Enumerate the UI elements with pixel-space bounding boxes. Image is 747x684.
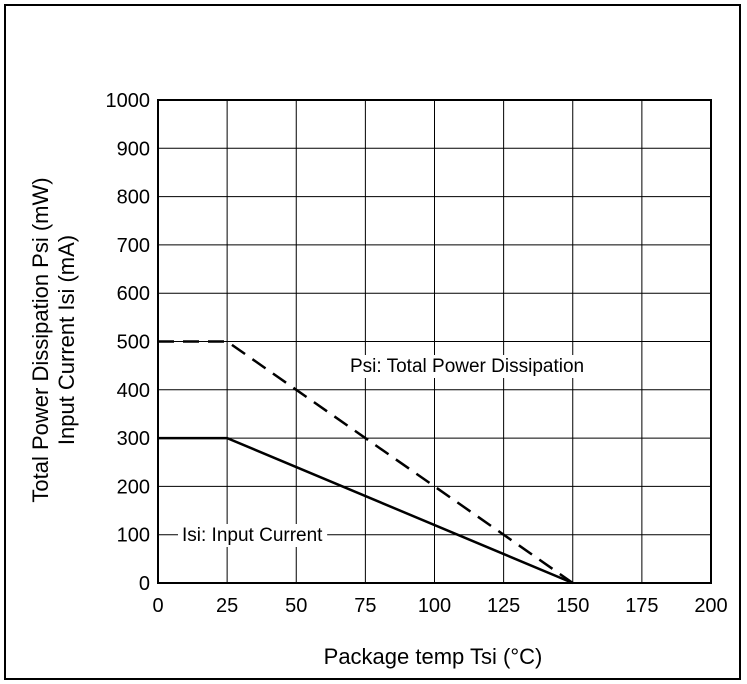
y-tick-labels: 0 100 200 300 400 500 600 700 800 900 1000 [106, 90, 151, 595]
y-axis-label-current: Input Current Isi (mA) [54, 235, 79, 445]
annotations: Psi: Total Power Dissipation Isi: Input … [178, 355, 589, 547]
annotation-isi-background [178, 524, 328, 547]
x-tick-label: 175 [625, 595, 658, 617]
y-tick-label: 100 [117, 525, 150, 547]
x-tick-label: 0 [152, 595, 163, 617]
chart-frame [4, 4, 741, 680]
series-line-0 [158, 340, 574, 585]
y-tick-label: 700 [117, 235, 150, 257]
y-tick-label: 800 [117, 187, 150, 209]
y-tick-label: 500 [117, 332, 150, 354]
y-tick-label: 0 [139, 573, 150, 595]
y-tick-label: 200 [117, 476, 150, 498]
y-tick-label: 900 [117, 138, 150, 160]
x-tick-label: 100 [418, 595, 451, 617]
y-tick-label: 600 [117, 283, 150, 305]
annotation-psi-background [346, 355, 589, 378]
series-line-1 [158, 436, 574, 585]
y-tick-label: 1000 [106, 90, 151, 112]
annotation-isi: Isi: Input Current [182, 525, 323, 546]
x-tick-label: 200 [694, 595, 727, 617]
x-tick-labels: 0 25 50 75 100 125 150 175 200 [152, 595, 727, 617]
x-tick-label: 75 [354, 595, 376, 617]
x-tick-label: 125 [487, 595, 520, 617]
grid-lines [157, 99, 712, 584]
annotation-psi: Psi: Total Power Dissipation [350, 356, 584, 377]
series-layer [158, 340, 574, 585]
x-tick-label: 25 [216, 595, 238, 617]
y-tick-label: 300 [117, 428, 150, 450]
y-tick-label: 400 [117, 380, 150, 402]
x-axis-label: Package temp Tsi (°C) [324, 644, 543, 669]
y-axis-label-power: Total Power Dissipation Psi (mW) [28, 177, 53, 502]
x-tick-label: 150 [556, 595, 589, 617]
x-tick-label: 50 [285, 595, 307, 617]
